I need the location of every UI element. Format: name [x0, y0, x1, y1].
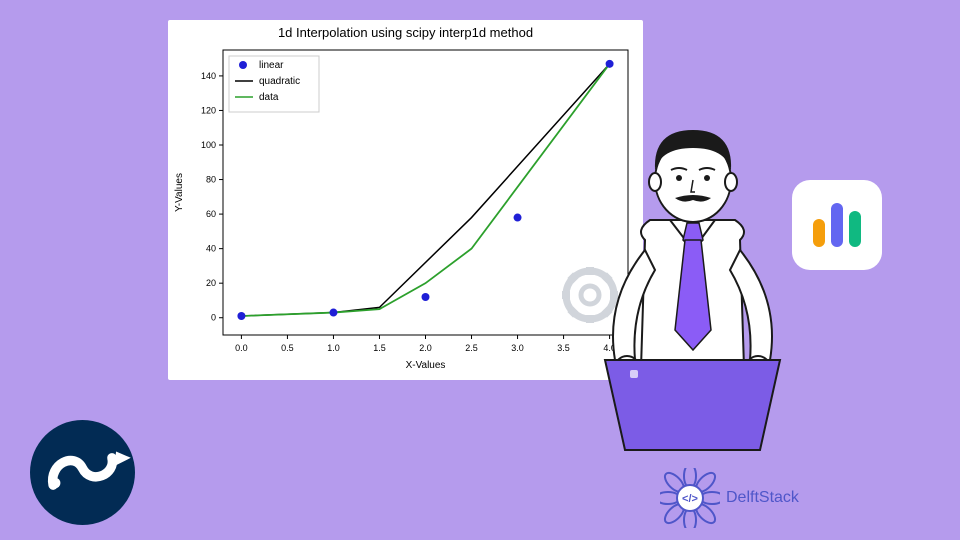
svg-text:100: 100 [201, 140, 216, 150]
scipy-logo [30, 420, 135, 530]
brand-text: DelftStack [726, 489, 799, 507]
svg-text:120: 120 [201, 105, 216, 115]
scipy-logo-svg [30, 420, 135, 525]
svg-text:140: 140 [201, 71, 216, 81]
svg-text:0.0: 0.0 [235, 343, 248, 353]
brand-badge-icon: </> [660, 468, 720, 528]
svg-text:2.0: 2.0 [419, 343, 432, 353]
svg-text:Y-Values: Y-Values [174, 173, 185, 212]
svg-text:data: data [259, 92, 279, 103]
svg-text:3.0: 3.0 [511, 343, 524, 353]
svg-text:2.5: 2.5 [465, 343, 478, 353]
svg-text:60: 60 [206, 209, 216, 219]
delftstack-brand: </> DelftStack [660, 468, 799, 528]
svg-text:0: 0 [211, 313, 216, 323]
svg-text:1.5: 1.5 [373, 343, 386, 353]
svg-text:20: 20 [206, 278, 216, 288]
svg-text:X-Values: X-Values [406, 360, 446, 371]
svg-text:40: 40 [206, 244, 216, 254]
svg-text:80: 80 [206, 175, 216, 185]
svg-text:1.0: 1.0 [327, 343, 340, 353]
svg-text:quadratic: quadratic [259, 76, 300, 87]
svg-text:1d Interpolation using scipy i: 1d Interpolation using scipy interp1d me… [278, 25, 533, 40]
svg-text:linear: linear [259, 60, 284, 71]
person-illustration [535, 100, 865, 505]
person-svg [535, 100, 865, 500]
svg-text:</>: </> [682, 493, 698, 505]
svg-text:0.5: 0.5 [281, 343, 294, 353]
